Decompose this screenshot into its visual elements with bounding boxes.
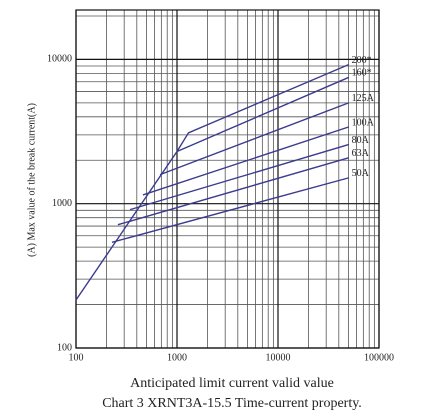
y-tick-label: 10000 [47, 54, 72, 65]
plot-frame [75, 9, 380, 349]
y-axis-label: (A) Max value of the break current(A) [26, 103, 37, 257]
series-line [129, 143, 349, 211]
series-line [159, 102, 349, 176]
x-axis-label: Anticipated limit current valid value [130, 376, 334, 391]
series-label: 100A [352, 117, 375, 128]
series-label: 80A [352, 135, 370, 146]
series-line [75, 63, 349, 301]
x-tick-label: 100000 [364, 352, 394, 363]
series-line [111, 177, 349, 243]
y-tick-label: 1000 [52, 198, 72, 209]
series-label: 160* [352, 68, 372, 79]
series-line [117, 157, 349, 226]
y-tick-label: 100 [57, 342, 72, 353]
series-label: 50A [352, 168, 370, 179]
x-tick-label: 10000 [266, 352, 291, 363]
caption: Chart 3 XRNT3A-15.5 Time-current propert… [102, 396, 362, 411]
x-tick-label: 100 [69, 352, 84, 363]
series-label: 125A [352, 93, 375, 104]
series-label: 63A [352, 148, 370, 159]
series-line [176, 76, 349, 153]
x-tick-label: 1000 [167, 352, 187, 363]
series-label: 200* [352, 55, 372, 66]
series-line [142, 126, 349, 196]
